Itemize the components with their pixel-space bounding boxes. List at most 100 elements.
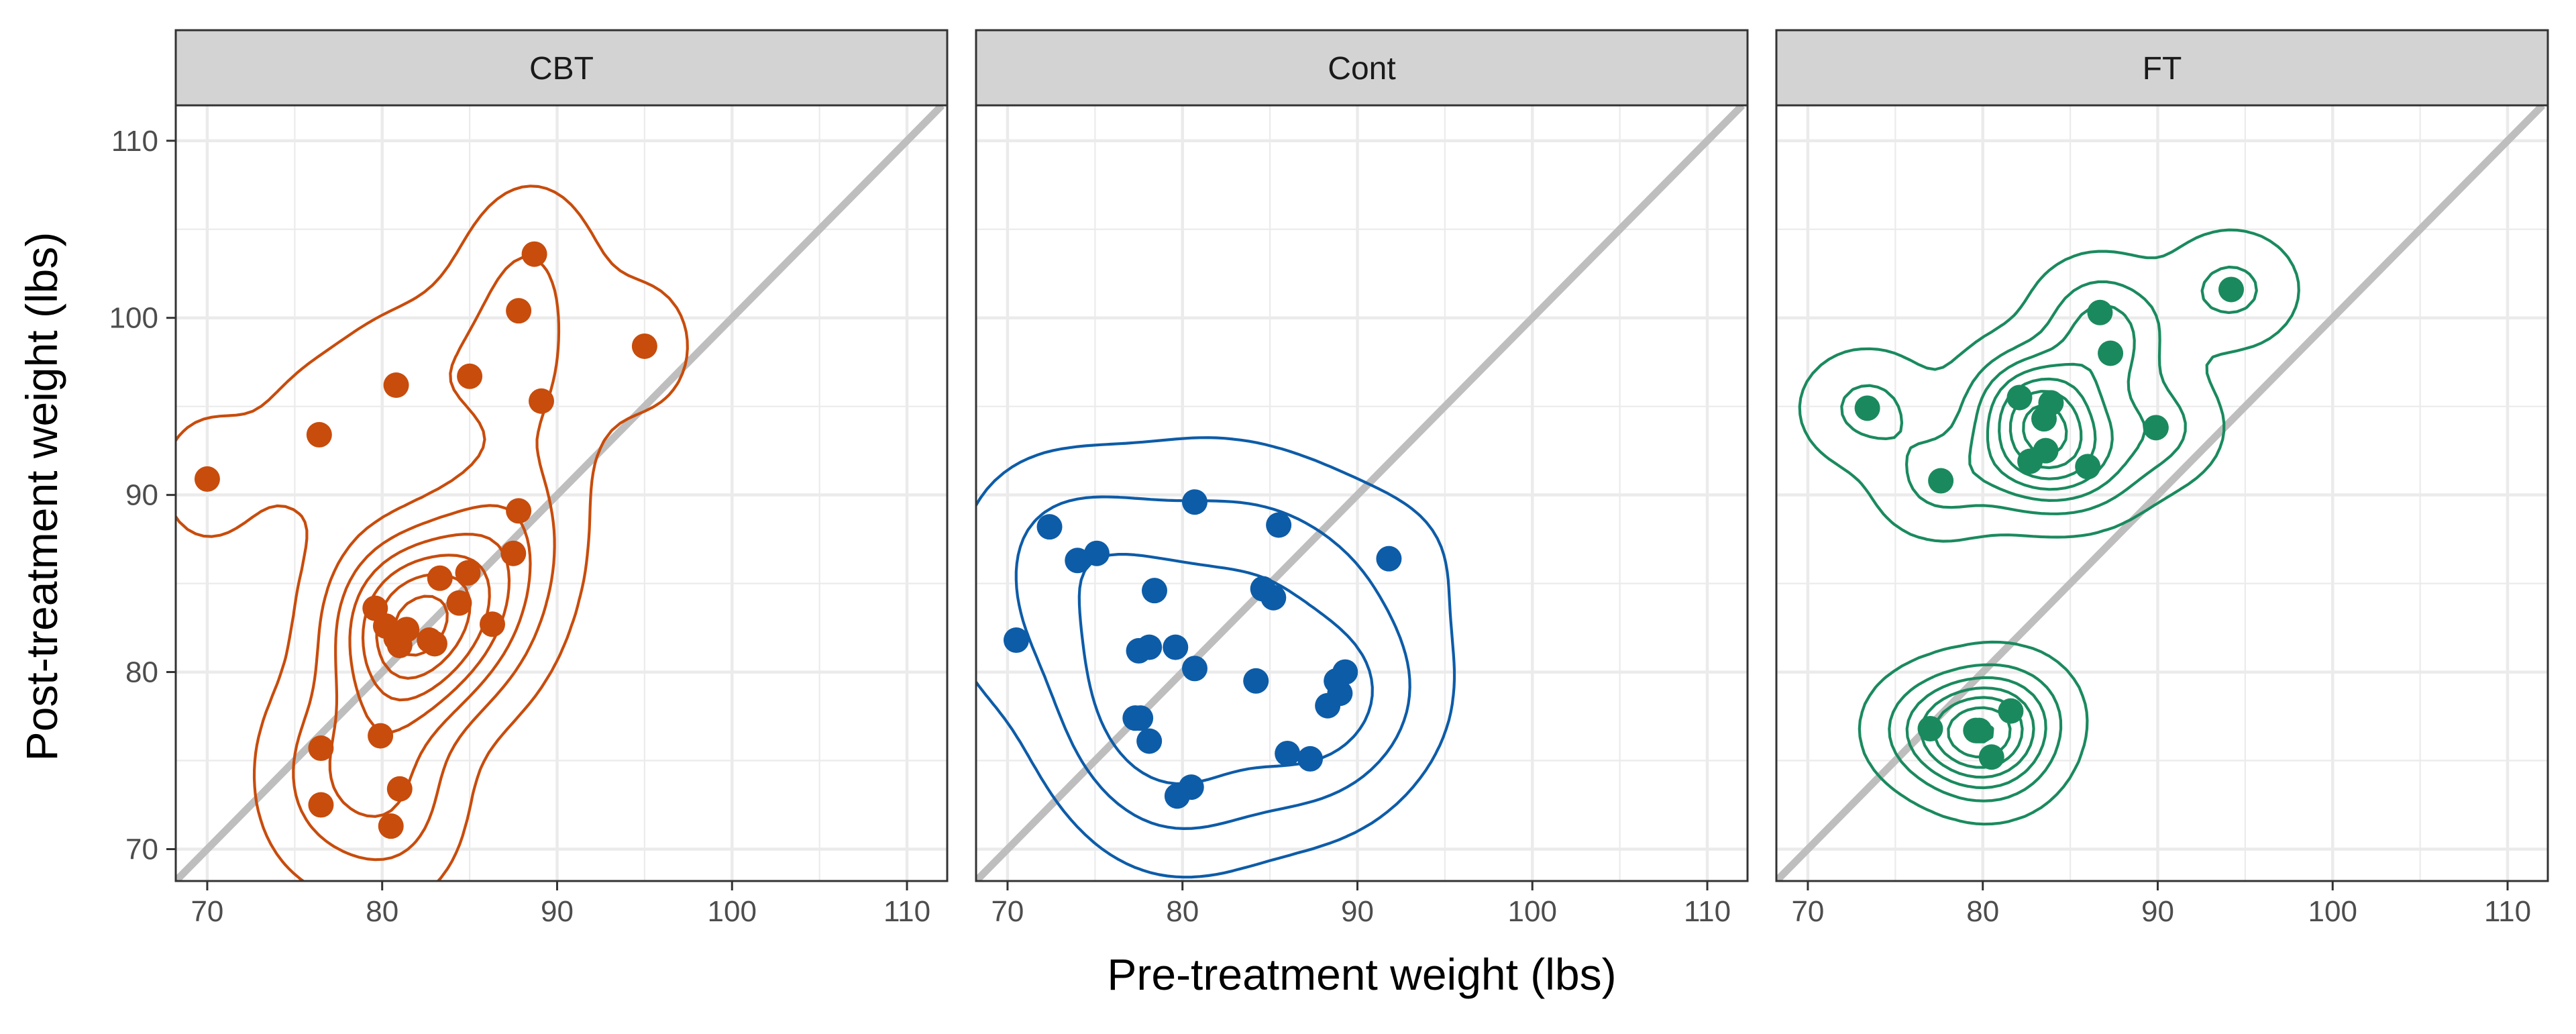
- panel-border-cbt: [174, 104, 949, 882]
- y-tick-label: 80: [125, 656, 158, 689]
- data-point-cbt: [457, 363, 483, 389]
- data-point-cont: [1332, 659, 1358, 685]
- x-tick-label-cbt: 110: [883, 895, 930, 928]
- data-point-cbt: [308, 735, 334, 762]
- strip-label-cbt: CBT: [529, 51, 594, 87]
- strip-cont: [975, 29, 1749, 107]
- data-point-cbt: [446, 590, 472, 616]
- x-tick-label-cbt: 70: [191, 895, 223, 928]
- strip-label-cont: Cont: [1328, 51, 1395, 87]
- x-tick-label-ft: 80: [1966, 895, 1999, 928]
- density-contour-ft: [1920, 362, 2114, 779]
- data-point-cont: [1128, 705, 1154, 731]
- data-point-ft: [2075, 454, 2101, 480]
- points-ft: [1854, 276, 2245, 770]
- x-tick-label-cont: 90: [1341, 895, 1374, 928]
- data-point-cbt: [427, 565, 453, 591]
- data-point-cont: [1260, 584, 1287, 611]
- density-contour-cbt: [176, 185, 689, 881]
- x-tick-label-cbt: 80: [366, 895, 398, 928]
- data-point-cont: [1181, 489, 1208, 515]
- panel-cont: Cont 70 80 90 100 110: [975, 29, 1749, 928]
- data-point-cbt: [378, 813, 404, 839]
- density-contour-cont: [976, 436, 1456, 879]
- data-point-ft: [2143, 415, 2169, 441]
- data-point-ft: [1917, 716, 1943, 742]
- points-cont: [1003, 489, 1402, 809]
- data-point-cont: [1036, 514, 1063, 540]
- data-point-cont: [1266, 512, 1292, 538]
- data-point-cbt: [479, 611, 505, 637]
- grid-cbt: [176, 105, 947, 881]
- x-tick-label-ft: 70: [1791, 895, 1824, 928]
- data-point-ft: [2031, 406, 2057, 432]
- density-contours-ft: [1798, 228, 2300, 826]
- data-point-cont: [1136, 634, 1163, 660]
- x-tick-label-cbt: 90: [541, 895, 574, 928]
- data-point-cbt: [421, 631, 447, 657]
- x-tick-label-ft: 100: [2308, 895, 2357, 928]
- data-point-ft: [1928, 468, 1954, 494]
- data-point-cont: [1141, 578, 1167, 604]
- strip-cbt: [174, 29, 949, 107]
- identity-line-cbt: [176, 105, 945, 881]
- density-contours-cbt: [176, 185, 689, 881]
- data-point-cont: [1163, 634, 1189, 660]
- data-point-cbt: [506, 298, 532, 324]
- data-point-ft: [1966, 717, 1992, 743]
- data-point-cont: [1083, 540, 1110, 566]
- data-point-cbt: [306, 421, 332, 448]
- data-point-cbt: [631, 333, 657, 359]
- y-tick-label: 100: [109, 302, 158, 335]
- data-point-cbt: [308, 792, 334, 818]
- data-point-cont: [1181, 656, 1208, 682]
- data-point-ft: [2218, 276, 2245, 303]
- data-point-cont: [1003, 627, 1029, 654]
- data-point-cont: [1164, 783, 1190, 809]
- points-cbt: [194, 241, 657, 839]
- data-point-cbt: [194, 466, 220, 492]
- x-tick-label-cont: 100: [1508, 895, 1557, 928]
- data-point-ft: [2098, 340, 2124, 366]
- data-point-cont: [1315, 692, 1341, 719]
- y-axis-title: Post-treatment weight (lbs): [17, 232, 66, 762]
- data-point-ft: [1978, 744, 2004, 770]
- data-point-cont: [1376, 546, 1402, 572]
- strip-label-ft: FT: [2143, 51, 2182, 87]
- panel-ft: FT 70 80 90 100 110: [1775, 29, 2549, 928]
- panel-cbt: CBT 70 80 90 100 110 70 80 90 100 110: [109, 29, 949, 928]
- data-point-cont: [1275, 740, 1301, 766]
- grid-cont: [976, 105, 1748, 881]
- panel-border-cont: [975, 104, 1749, 882]
- x-tick-label-cont: 70: [991, 895, 1024, 928]
- data-point-ft: [2087, 299, 2113, 325]
- data-point-ft: [1854, 395, 1880, 421]
- panels: CBT 70 80 90 100 110 70 80 90 100 110 Cont 70 80 90 100…: [109, 29, 2549, 928]
- x-tick-label-cbt: 100: [708, 895, 757, 928]
- panel-border-ft: [1775, 104, 2549, 882]
- data-point-cbt: [521, 241, 547, 267]
- identity-line-ft: [1776, 105, 2546, 881]
- data-point-ft: [1998, 698, 2024, 724]
- data-point-cbt: [368, 723, 394, 749]
- data-point-cont: [1243, 668, 1269, 694]
- density-contour-ft: [1905, 304, 2147, 790]
- x-tick-label-cont: 80: [1166, 895, 1199, 928]
- data-point-cont: [1136, 728, 1163, 754]
- data-point-cont: [1297, 745, 1324, 772]
- data-point-cbt: [529, 388, 555, 414]
- data-point-ft: [2017, 448, 2043, 474]
- identity-line-cont: [976, 105, 1746, 881]
- data-point-cont: [1065, 548, 1091, 574]
- x-tick-label-ft: 90: [2141, 895, 2174, 928]
- data-point-cbt: [383, 372, 409, 399]
- x-tick-label-cont: 110: [1684, 895, 1731, 928]
- x-tick-label-ft: 110: [2484, 895, 2531, 928]
- x-axis-title: Pre-treatment weight (lbs): [1107, 949, 1616, 999]
- data-point-cbt: [455, 560, 481, 586]
- y-tick-label: 90: [125, 479, 158, 512]
- data-point-cbt: [386, 776, 413, 802]
- density-contour-ft: [1840, 265, 2258, 803]
